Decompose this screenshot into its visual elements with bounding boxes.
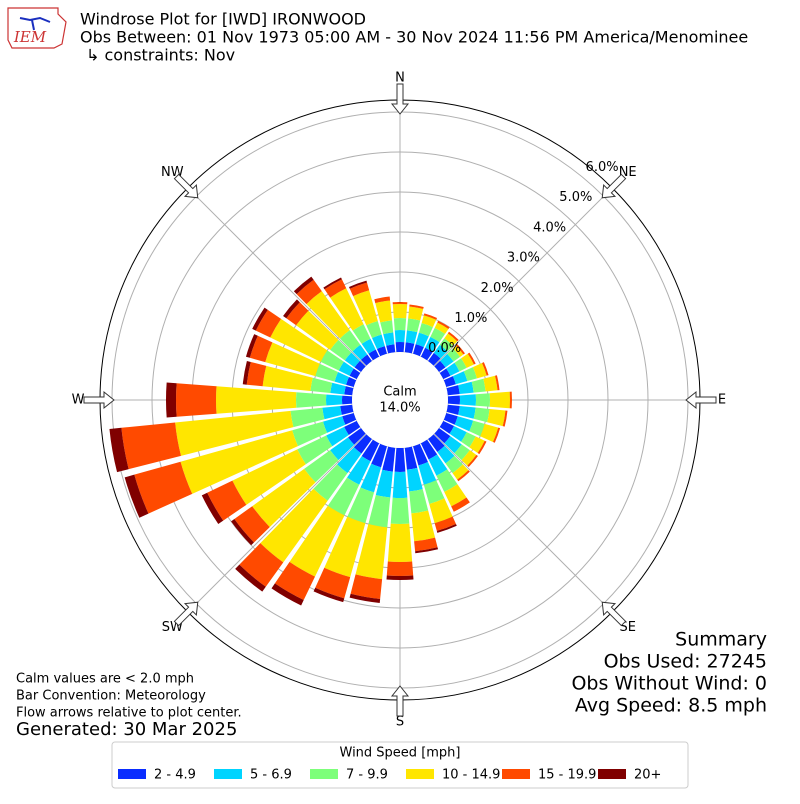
direction-label: N: [395, 71, 405, 86]
flow-arrow: [392, 686, 408, 716]
bar-segment: [391, 498, 410, 524]
bar-segment: [490, 392, 510, 408]
bar-segment: [310, 378, 332, 393]
r-tick-label: 0.0%: [428, 341, 461, 356]
bar-segment: [330, 383, 345, 395]
bar-segment: [472, 379, 486, 393]
bar-segment: [342, 396, 352, 405]
bar-segment: [476, 393, 490, 406]
bar-segment: [510, 392, 512, 409]
bar-segment: [393, 472, 408, 498]
bar-segment: [393, 302, 408, 304]
bar-segment: [408, 306, 423, 320]
bar-segment: [386, 344, 395, 353]
logo-text: IEM: [13, 28, 47, 46]
legend-label: 5 - 6.9: [250, 768, 292, 783]
summary-line: Avg Speed: 8.5 mph: [575, 695, 767, 717]
r-tick-label: 1.0%: [454, 311, 487, 326]
note: Calm values are < 2.0 mph: [16, 672, 194, 687]
summary-line: Obs Without Wind: 0: [571, 673, 767, 695]
legend-label: 10 - 14.9: [442, 768, 500, 783]
bar-segment: [395, 330, 405, 342]
logo: IEM: [8, 8, 66, 48]
bar-segment: [394, 318, 406, 330]
legend-title: Wind Speed [mph]: [340, 746, 461, 761]
bar-segment: [487, 409, 505, 426]
calm-label: Calm: [383, 385, 416, 400]
flow-arrow: [686, 392, 716, 408]
constraints: ↳ constraints: Nov: [86, 46, 235, 65]
bar-segment: [340, 405, 353, 415]
bar-segment: [296, 392, 326, 408]
r-tick-label: 5.0%: [559, 190, 592, 205]
legend-swatch: [406, 769, 434, 779]
legend-label: 20+: [634, 768, 661, 783]
bar-segment: [409, 489, 428, 513]
chart-subtitle: Obs Between: 01 Nov 1973 05:00 AM - 30 N…: [80, 28, 748, 47]
bar-segment: [380, 320, 393, 334]
summary-line: Obs Used: 27245: [604, 651, 767, 673]
bar-segment: [447, 385, 460, 395]
bar-segment: [405, 342, 415, 353]
bar-segment: [166, 382, 177, 417]
legend-swatch: [214, 769, 242, 779]
flow-arrow-shape: [686, 392, 716, 408]
bar-segment: [460, 394, 476, 405]
flow-arrow-shape: [392, 686, 408, 716]
bar-segment: [396, 342, 405, 352]
flow-arrow-shape: [84, 392, 114, 408]
flow-arrow: [84, 392, 114, 408]
bar-segment: [121, 422, 181, 469]
direction-label: W: [72, 393, 85, 408]
bar-segment: [326, 394, 342, 405]
radial-grid-line: [434, 188, 612, 366]
legend-swatch: [310, 769, 338, 779]
bar-segment: [395, 448, 406, 472]
legend-swatch: [502, 769, 530, 779]
bar-segment: [393, 304, 407, 318]
bar-segment: [216, 386, 296, 414]
legend-label: 15 - 19.9: [538, 768, 596, 783]
summary-title: Summary: [675, 629, 767, 651]
flow-arrow-shape: [392, 84, 408, 114]
r-tick-label: 4.0%: [533, 220, 566, 235]
legend-swatch: [118, 769, 146, 779]
bar-segment: [176, 383, 217, 417]
bar-segment: [448, 396, 460, 405]
bar-segment: [375, 300, 392, 322]
r-tick-label: 6.0%: [586, 160, 619, 175]
flow-arrow: [392, 84, 408, 114]
direction-label: S: [396, 715, 404, 730]
bar-segment: [407, 318, 420, 332]
bar-segment: [411, 510, 435, 541]
r-tick-label: 2.0%: [481, 281, 514, 296]
bar-segment: [387, 576, 414, 580]
note: Bar Convention: Meteorology: [16, 689, 206, 704]
bar-segment: [458, 382, 473, 394]
bar-segment: [344, 386, 353, 395]
bar-segment: [458, 406, 475, 419]
chart-title: Windrose Plot for [IWD] IRONWOOD: [80, 10, 366, 29]
bar-segment: [447, 405, 460, 415]
legend-label: 2 - 4.9: [154, 768, 196, 783]
r-tick-label: 3.0%: [507, 251, 540, 266]
bar-segment: [388, 524, 412, 562]
legend-swatch: [598, 769, 626, 779]
legend-label: 7 - 9.9: [346, 768, 388, 783]
generated: Generated: 30 Mar 2025: [16, 719, 237, 740]
calm-value: 14.0%: [379, 401, 420, 416]
direction-label: E: [718, 393, 726, 408]
bar-segment: [474, 408, 490, 423]
bar-segment: [383, 332, 394, 345]
radial-grid-line: [434, 434, 612, 612]
bar-segment: [406, 330, 418, 343]
bar-segment: [387, 562, 413, 576]
